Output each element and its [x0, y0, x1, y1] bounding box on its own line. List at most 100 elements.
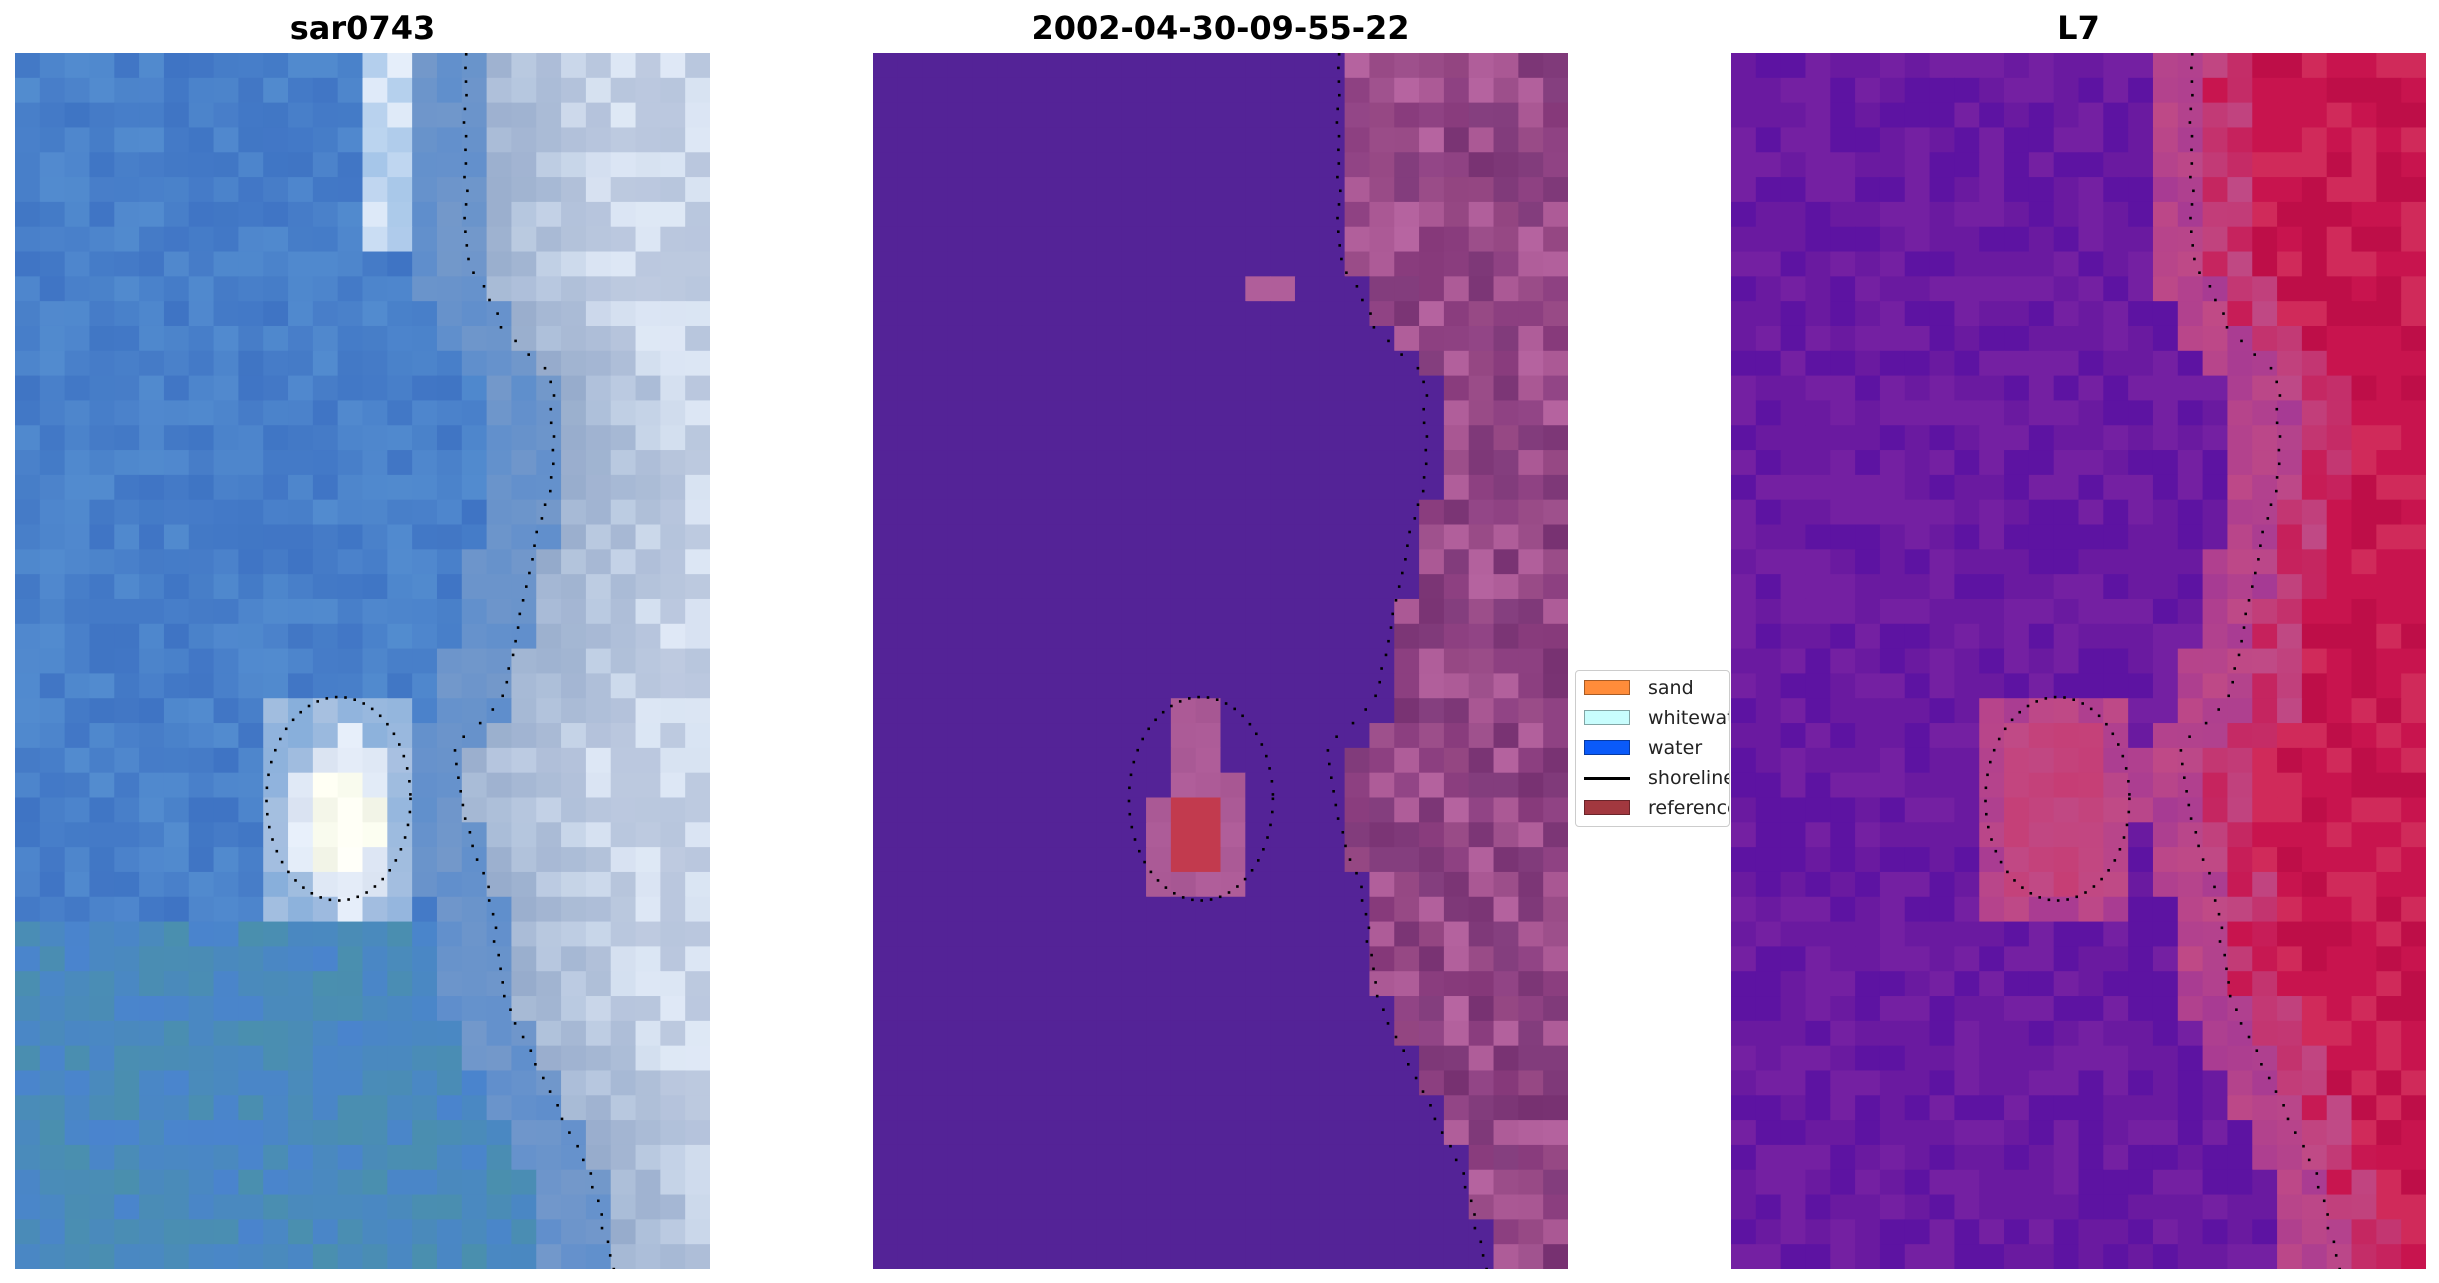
pixel-cell: [362, 400, 388, 426]
pixel-cell: [89, 1219, 115, 1245]
shoreline-point: [302, 886, 305, 889]
pixel-cell: [263, 251, 289, 277]
pixel-cell: [412, 400, 438, 426]
shoreline-point: [373, 885, 377, 888]
pixel-cell: [337, 623, 364, 650]
shoreline-point: [1340, 257, 1343, 261]
pixel-cell: [436, 524, 463, 550]
pixel-cell: [412, 102, 438, 129]
pixel-cell: [486, 177, 513, 203]
pixel-cell: [1121, 102, 1147, 129]
pixel-cell: [39, 1070, 66, 1096]
pixel-cell: [1294, 77, 1321, 104]
pixel-cell: [922, 53, 949, 79]
shoreline-point: [1375, 994, 1379, 998]
pixel-cell: [461, 996, 488, 1022]
pixel-cell: [238, 847, 264, 873]
legend-item-sand: sand: [1584, 675, 1729, 699]
pixel-cell: [312, 53, 339, 79]
pixel-cell: [362, 425, 388, 451]
pixel-cell: [536, 847, 562, 873]
shoreline-point: [2237, 653, 2241, 657]
pixel-cell: [536, 1120, 562, 1146]
pixel-cell: [213, 598, 239, 625]
shoreline-point: [2278, 394, 2282, 397]
pixel-cell: [312, 1244, 339, 1269]
pixel-cell: [635, 996, 661, 1022]
pixel-cell: [997, 102, 1023, 129]
pixel-cell: [685, 53, 710, 79]
pixel-cell: [610, 648, 637, 675]
shoreline-point: [1406, 544, 1409, 547]
pixel-cell: [585, 102, 612, 129]
pixel-cell: [561, 152, 587, 178]
pixel-cell: [263, 1144, 289, 1171]
pixel-cell: [139, 226, 165, 253]
pixel-cell: [39, 896, 66, 923]
pixel-cell: [263, 201, 289, 228]
pixel-cell: [511, 474, 537, 501]
pixel-cell: [39, 772, 66, 799]
pixel-cell: [873, 127, 899, 153]
pixel-cell: [660, 350, 686, 377]
pixel-cell: [163, 921, 190, 947]
pixel-cell: [188, 971, 215, 997]
shoreline-point: [334, 695, 338, 699]
pixel-cell: [213, 77, 239, 104]
shoreline-point: [2269, 366, 2273, 370]
pixel-cell: [163, 276, 190, 302]
pixel-cell: [1369, 127, 1395, 153]
pixel-cell: [585, 574, 612, 600]
pixel-cell: [412, 425, 438, 451]
pixel-cell: [288, 400, 314, 426]
shoreline-point: [1365, 940, 1369, 943]
pixel-cell: [997, 152, 1023, 178]
pixel-cell: [39, 871, 66, 898]
pixel-cell: [238, 1169, 264, 1196]
shoreline-point: [534, 1063, 537, 1066]
pixel-cell: [1518, 102, 1544, 129]
pixel-cell: [213, 474, 239, 501]
pixel-cell: [660, 797, 686, 823]
shoreline-point: [1337, 203, 1341, 206]
pixel-cell: [922, 102, 949, 129]
pixel-cell: [585, 276, 612, 302]
pixel-cell: [114, 1244, 140, 1269]
pixel-cell: [635, 1244, 661, 1269]
pixel-cell: [387, 251, 413, 277]
shoreline-point: [1424, 448, 1428, 452]
pixel-cell: [610, 698, 637, 724]
pixel-cell: [337, 375, 364, 402]
pixel-cell: [362, 524, 388, 550]
pixel-cell: [39, 673, 66, 699]
pixel-cell: [947, 226, 973, 253]
pixel-cell: [1270, 177, 1296, 203]
pixel-cell: [585, 847, 612, 873]
shoreline-point: [399, 848, 403, 851]
pixel-cell: [610, 350, 637, 377]
pixel-cell: [561, 921, 587, 947]
pixel-cell: [362, 648, 388, 675]
shoreline-point: [1463, 1185, 1467, 1189]
pixel-cell: [610, 871, 637, 898]
pixel-cell: [486, 325, 513, 352]
pixel-cell: [114, 201, 140, 228]
pixel-cell: [15, 747, 41, 774]
pixel-cell: [337, 53, 364, 79]
pixel-cell: [188, 499, 215, 526]
pixel-cell: [635, 201, 661, 228]
pixel-cell: [561, 1244, 587, 1269]
shoreline-point: [2225, 967, 2228, 971]
pixel-cell: [263, 127, 289, 153]
pixel-cell: [288, 375, 314, 402]
shoreline-point: [2018, 710, 2021, 714]
pixel-cell: [15, 251, 41, 277]
shoreline-point: [2218, 940, 2222, 943]
pixel-cell: [660, 474, 686, 501]
pixel-cell: [897, 53, 924, 79]
shoreline-point: [2190, 66, 2193, 70]
pixel-cell: [337, 127, 364, 153]
pixel-cell: [362, 772, 388, 799]
pixel-cell: [511, 648, 537, 675]
pixel-cell: [461, 723, 488, 749]
